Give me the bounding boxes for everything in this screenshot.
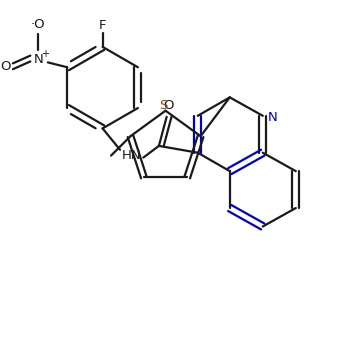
Text: O: O xyxy=(0,60,10,73)
Text: +: + xyxy=(41,49,49,59)
Text: ·O: ·O xyxy=(31,18,45,31)
Text: HN: HN xyxy=(122,149,142,162)
Text: O: O xyxy=(163,99,174,112)
Text: N: N xyxy=(33,53,43,66)
Text: S: S xyxy=(159,99,168,112)
Text: F: F xyxy=(99,19,106,32)
Text: N: N xyxy=(268,111,277,124)
